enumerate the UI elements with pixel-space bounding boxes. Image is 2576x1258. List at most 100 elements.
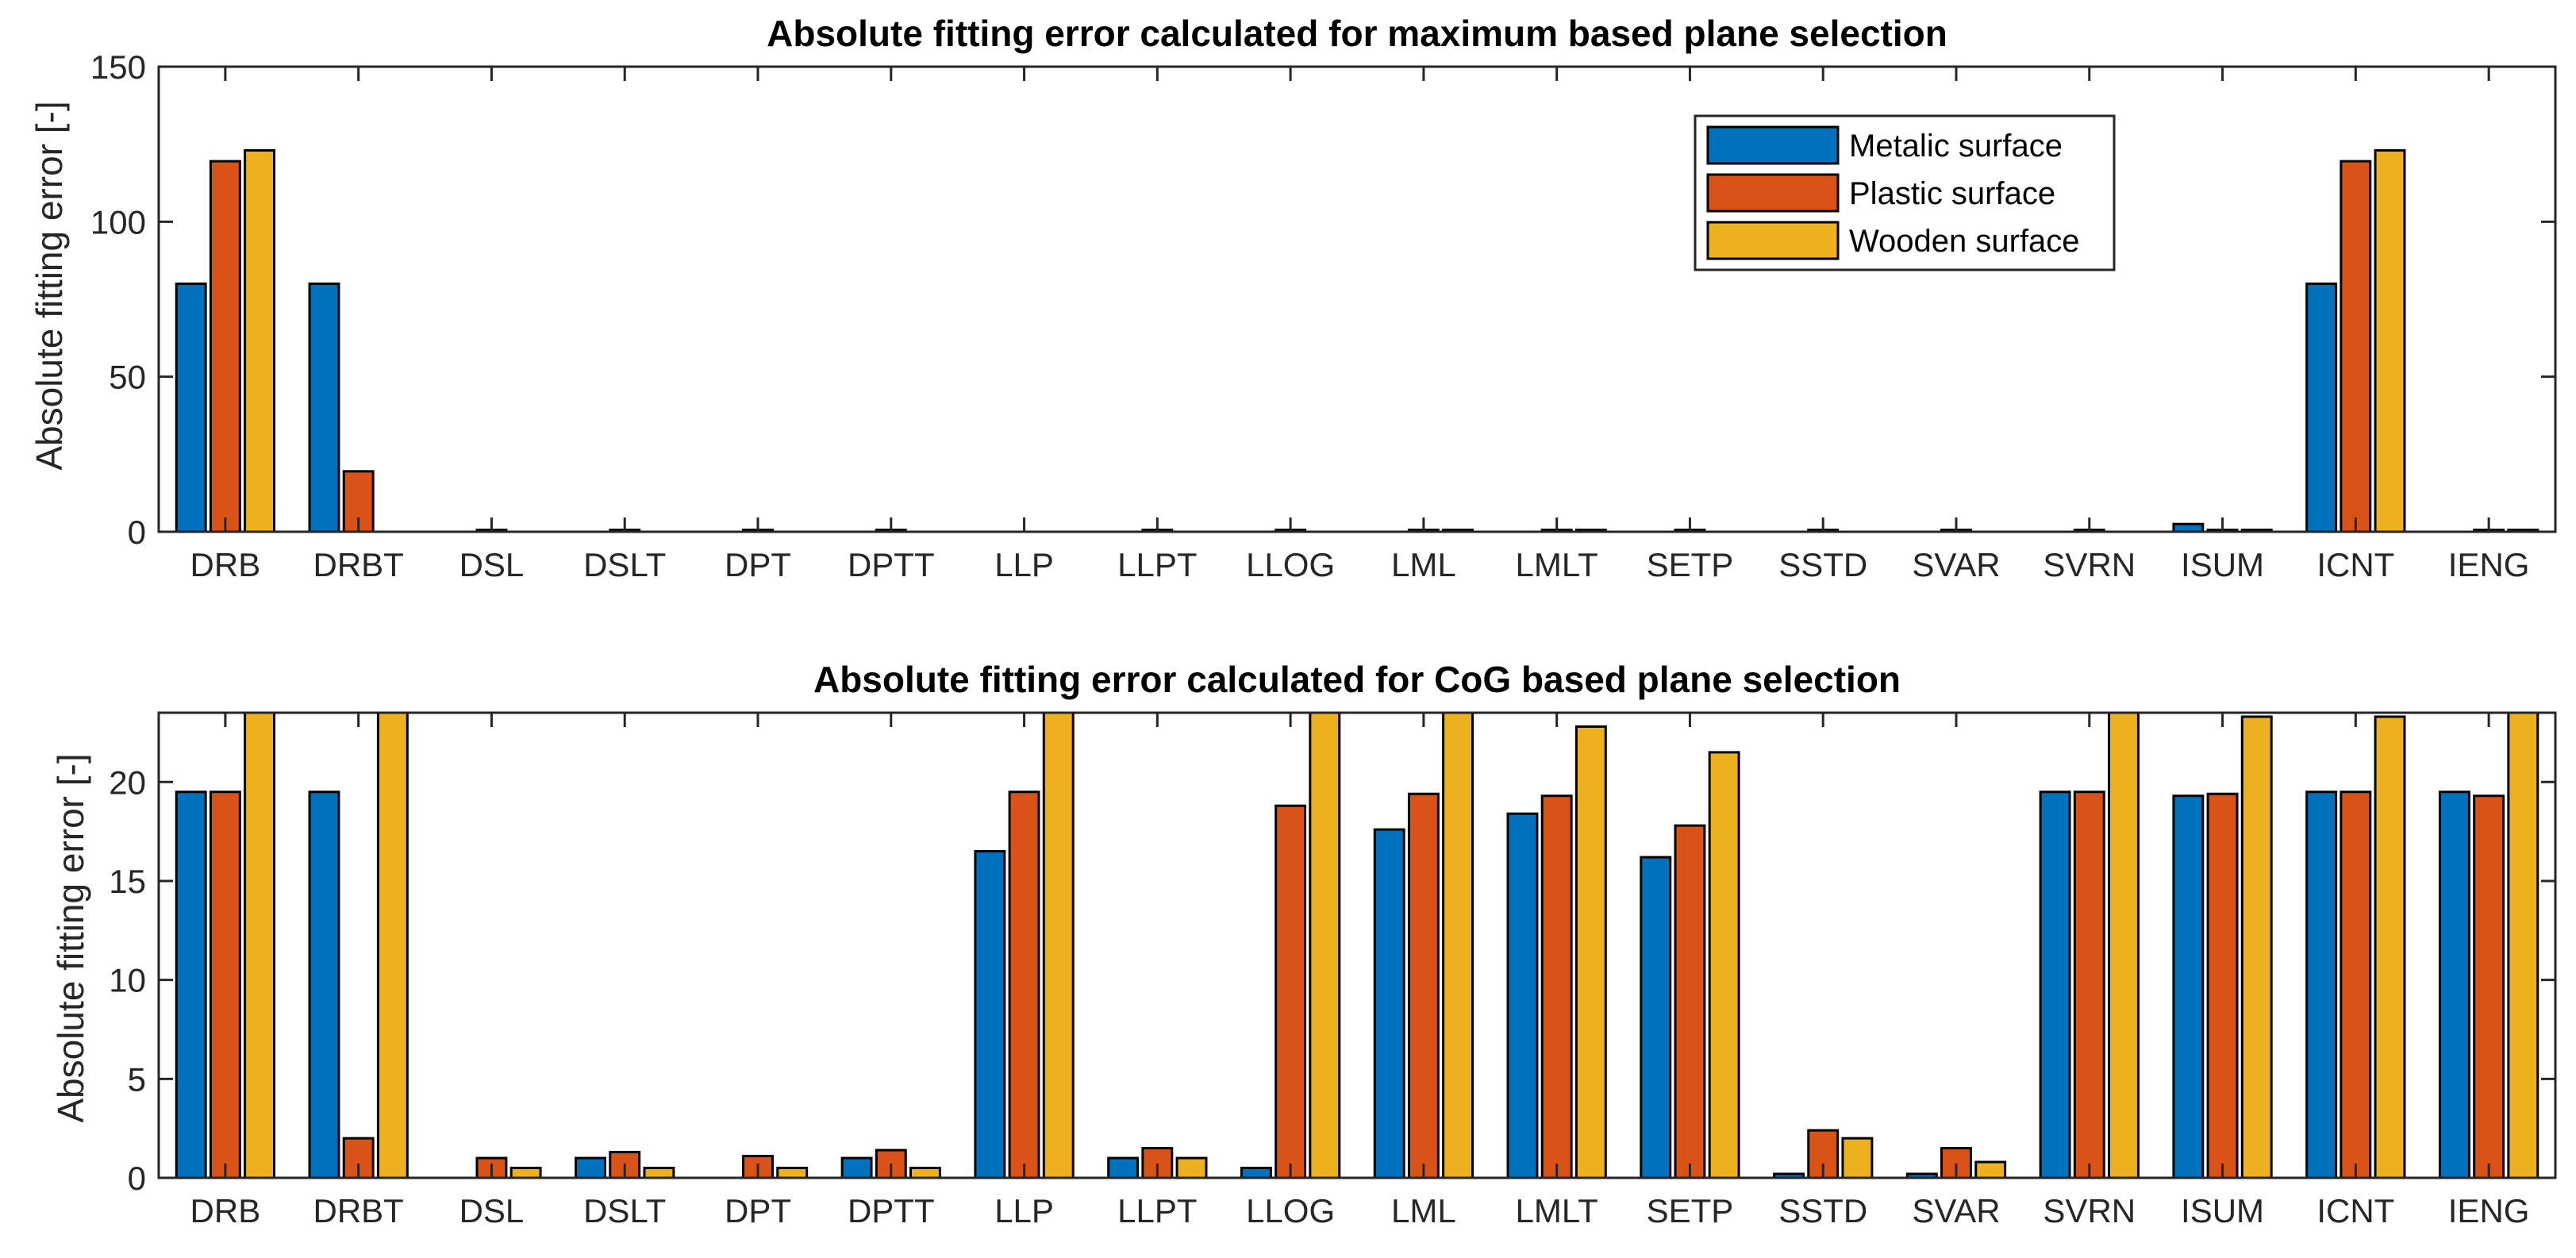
bar-llpt-plastic (1141, 1147, 1174, 1179)
bar-dptt-wooden (909, 1167, 941, 1179)
x-tick-label: SSTD (1778, 546, 1867, 583)
x-tick-label: DSLT (583, 1192, 666, 1229)
y-tick-label: 100 (90, 203, 146, 240)
x-tick-label: DRBT (313, 546, 403, 583)
x-tick-label: ISUM (2181, 546, 2264, 583)
bar-llp-plastic (1008, 791, 1040, 1179)
bar-sstd-wooden (1841, 1137, 1874, 1179)
bar-ieng-plastic (2473, 794, 2505, 1179)
bar-isum-wooden (2240, 715, 2273, 1179)
y-tick-label: 50 (109, 359, 146, 396)
x-tick-label: DRB (190, 546, 261, 583)
bar-setp-plastic (1674, 824, 1706, 1179)
bars-top (175, 148, 2539, 533)
x-tick-label: LMLT (1516, 1192, 1598, 1229)
x-tick-label: ICNT (2316, 1192, 2394, 1229)
x-tick-label: IENG (2448, 546, 2530, 583)
bar-icnt-wooden (2374, 148, 2406, 533)
x-tick-label: LML (1391, 546, 1456, 583)
bar-lml-metalic (1373, 828, 1405, 1179)
y-tick-label: 5 (128, 1060, 146, 1098)
x-tick-label: SSTD (1778, 1192, 1867, 1229)
x-tick-label: LMLT (1516, 546, 1598, 583)
x-tick-label: SVAR (1912, 1192, 2000, 1229)
bar-dptt-metalic (840, 1156, 873, 1179)
bar-setp-metalic (1640, 856, 1672, 1179)
x-tick-label: ICNT (2316, 546, 2394, 583)
bar-svrn-wooden (2108, 711, 2140, 1179)
bar-drbt-metalic (308, 282, 340, 533)
axes-frame-bottom (157, 711, 2557, 1179)
bar-dslt-wooden (643, 1167, 675, 1179)
legend: Metalic surface Plastic surface Wooden s… (1694, 114, 2116, 271)
bar-icnt-metalic (2305, 791, 2338, 1179)
x-ticks-bottom: DRB DRBT DSL DSLT DPT DPTT LLP LLPT LLOG LML LMLT S… (190, 713, 2530, 1229)
y-tick-label: 150 (90, 48, 146, 86)
x-tick-label: DSL (459, 546, 525, 583)
bar-llog-wooden (1309, 711, 1341, 1179)
bar-isum-metalic (2172, 794, 2205, 1179)
bar-lml-wooden (1442, 711, 1474, 1179)
y-tick-label: 0 (128, 514, 146, 551)
bar-dpt-wooden (776, 1167, 809, 1179)
bar-drb-plastic (209, 791, 241, 1179)
legend-label-plastic: Plastic surface (1849, 176, 2055, 211)
legend-label-metalic: Metalic surface (1849, 129, 2063, 164)
bar-drb-metalic (175, 791, 207, 1179)
y-tick-label: 20 (109, 764, 146, 801)
x-tick-label: ISUM (2181, 1192, 2264, 1229)
x-tick-label: DRB (190, 1192, 261, 1229)
x-tick-label: SVAR (1912, 546, 2000, 583)
bar-llp-wooden (1042, 711, 1075, 1179)
x-tick-label: LLP (994, 1192, 1054, 1229)
x-tick-label: DSL (459, 1192, 525, 1229)
bar-dslt-metalic (575, 1156, 606, 1179)
x-tick-label: DSLT (583, 546, 666, 583)
x-tick-label: LML (1391, 1192, 1456, 1229)
x-tick-label: DPT (725, 1192, 791, 1229)
bar-lmlt-wooden (1574, 725, 1607, 1179)
bar-svrn-plastic (2073, 791, 2105, 1179)
bar-icnt-plastic (2340, 160, 2372, 533)
bar-dsl-wooden (509, 1167, 542, 1179)
bar-svrn-metalic (2039, 791, 2071, 1179)
bar-isum-plastic (2206, 792, 2239, 1179)
axes-frame-top (157, 65, 2557, 533)
bar-icnt-metalic (2305, 282, 2338, 533)
x-tick-label: LLPT (1117, 546, 1197, 583)
x-tick-label: SETP (1647, 1192, 1734, 1229)
bar-setp-wooden (1708, 751, 1740, 1179)
bar-svar-wooden (1974, 1160, 2007, 1179)
y-axis-label-bottom: Absolute fitting error [-] (50, 753, 91, 1122)
y-tick-label: 15 (109, 863, 146, 900)
legend-swatch-wooden (1706, 221, 1840, 260)
x-tick-label: LLPT (1117, 1192, 1197, 1229)
x-tick-label: LLOG (1246, 1192, 1335, 1229)
bar-lml-plastic (1407, 792, 1440, 1179)
bar-llog-plastic (1275, 804, 1307, 1179)
y-ticks-top: 0 50 100 150 (90, 48, 2555, 551)
bar-icnt-plastic (2340, 791, 2372, 1179)
bar-drbt-metalic (308, 791, 340, 1179)
bar-llog-metalic (1240, 1167, 1272, 1179)
x-tick-label: IENG (2448, 1192, 2530, 1229)
chart-title-bottom: Absolute fitting error calculated for Co… (813, 659, 1901, 700)
x-tick-label: DPT (725, 546, 791, 583)
bars-bottom (175, 711, 2539, 1179)
bar-icnt-wooden (2374, 715, 2406, 1179)
bar-lmlt-plastic (1540, 794, 1573, 1179)
legend-swatch-metalic (1706, 125, 1840, 165)
bar-ieng-wooden (2507, 711, 2539, 1179)
legend-swatch-plastic (1706, 173, 1840, 213)
legend-label-wooden: Wooden surface (1849, 224, 2080, 259)
chart-title-top: Absolute fitting error calculated for ma… (767, 13, 1947, 54)
x-tick-label: LLOG (1246, 546, 1335, 583)
x-tick-label: SETP (1647, 546, 1734, 583)
bar-drbt-wooden (376, 711, 409, 1179)
y-tick-label: 0 (128, 1160, 146, 1197)
bar-llpt-metalic (1107, 1156, 1140, 1179)
bar-lmlt-metalic (1506, 812, 1539, 1179)
bar-drb-plastic (209, 160, 241, 533)
x-ticks-top: DRB DRBT DSL DSLT DPT DPTT LLP LLPT LLOG LML LMLT S… (190, 67, 2530, 583)
